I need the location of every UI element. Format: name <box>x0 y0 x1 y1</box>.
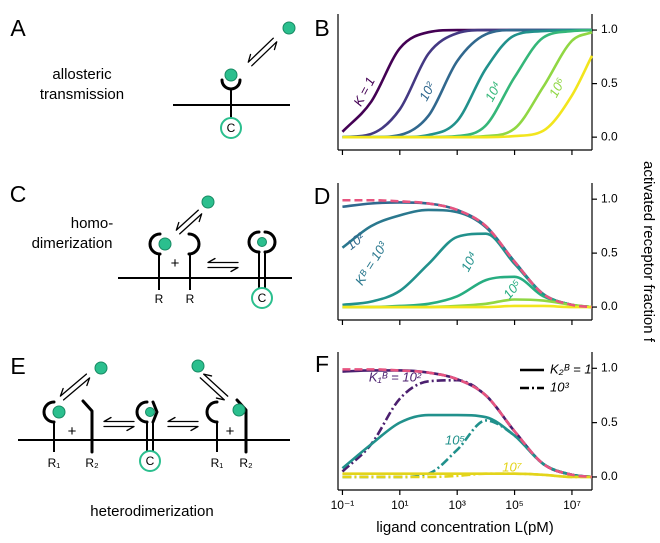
complex-symbol: C <box>258 291 267 305</box>
curve <box>342 368 593 479</box>
receptor-label: R₁ <box>48 456 61 470</box>
caption: heterodimerization <box>90 503 213 520</box>
panel-label: E <box>10 353 25 379</box>
plus: + <box>171 255 180 272</box>
panel-label: C <box>10 181 27 207</box>
equilibrium-arrow <box>207 257 239 264</box>
receptor-label: R₂ <box>85 456 99 470</box>
complex-marker <box>251 287 273 309</box>
receptor <box>235 398 248 454</box>
equilibrium-arrow <box>103 425 135 432</box>
panel-label: D <box>314 183 331 209</box>
equilibrium-arrow <box>59 373 88 397</box>
ligand <box>282 21 296 35</box>
equilibrium-arrow <box>199 377 225 401</box>
ligand <box>145 407 155 417</box>
panel-label: B <box>314 15 329 41</box>
curve-label: K = 1 <box>350 74 378 108</box>
receptor <box>205 400 219 424</box>
curve <box>342 304 592 309</box>
y-tick-label: 1.0 <box>601 191 618 205</box>
caption: dimerization <box>32 235 113 252</box>
receptor <box>187 232 201 256</box>
y-tick-label: 0.0 <box>601 469 618 483</box>
curve <box>342 472 592 479</box>
x-tick-label: 10³ <box>449 498 466 512</box>
receptor-label: R <box>186 292 195 306</box>
receptor <box>42 400 56 424</box>
equilibrium-arrow <box>175 209 199 231</box>
equilibrium-arrow <box>167 425 199 432</box>
receptor <box>81 399 94 454</box>
panel-label: F <box>315 351 329 377</box>
curve <box>342 198 593 309</box>
curve <box>341 413 593 479</box>
equilibrium-arrow <box>62 377 91 401</box>
legend-label: K₂ᴮ = 1 <box>550 361 592 376</box>
y-axis-label: activated receptor fraction f <box>640 161 657 343</box>
x-tick-label: 10⁻¹ <box>331 498 355 512</box>
x-tick-label: 10⁷ <box>563 498 581 512</box>
panel-label: A <box>10 15 26 41</box>
caption: allosteric <box>52 66 112 83</box>
equilibrium-arrow <box>251 41 278 67</box>
ligand <box>224 68 238 82</box>
curve-label: 10² <box>343 229 368 253</box>
receptor <box>263 230 277 254</box>
y-tick-label: 0.5 <box>601 415 618 429</box>
equilibrium-arrow <box>203 373 229 397</box>
y-tick-label: 0.0 <box>601 299 618 313</box>
y-tick-label: 0.5 <box>601 76 618 90</box>
ligand <box>94 361 108 375</box>
y-tick-label: 0.5 <box>601 245 618 259</box>
receptor <box>247 230 261 254</box>
receptor-label: R <box>155 292 164 306</box>
ligand <box>232 403 246 417</box>
caption: transmission <box>40 86 124 103</box>
x-axis-label: ligand concentration L(pM) <box>376 519 554 536</box>
ligand <box>257 237 267 247</box>
curve-label: 10⁷ <box>502 459 522 474</box>
ligand <box>52 405 66 419</box>
y-tick-label: 1.0 <box>601 360 618 374</box>
receptor-label: R₂ <box>239 456 253 470</box>
complex-symbol: C <box>146 454 155 468</box>
receptor-label: R₁ <box>211 456 224 470</box>
ligand <box>191 359 205 373</box>
curve-label: 10⁵ <box>445 432 465 447</box>
legend-label: 10³ <box>550 379 569 394</box>
caption: homo- <box>71 215 114 232</box>
complex-marker <box>139 450 161 472</box>
receptor <box>151 400 159 424</box>
curve-label: K₁ᴮ = 10² <box>369 369 422 384</box>
plus: + <box>68 423 77 440</box>
y-tick-label: 0.0 <box>601 129 618 143</box>
equilibrium-arrow <box>207 266 239 273</box>
plus: + <box>226 423 235 440</box>
x-tick-label: 10⁵ <box>505 498 523 512</box>
curve <box>341 378 593 479</box>
equilibrium-arrow <box>179 213 203 235</box>
complex-marker <box>220 117 242 139</box>
ligand <box>201 195 215 209</box>
equilibrium-arrow <box>167 416 199 423</box>
receptor <box>148 232 162 256</box>
curve <box>342 55 594 139</box>
complex-symbol: C <box>227 121 236 135</box>
equilibrium-arrow <box>103 416 135 423</box>
x-tick-label: 10¹ <box>391 498 408 512</box>
curve-label: 10² <box>416 79 438 103</box>
equilibrium-arrow <box>247 37 274 63</box>
y-tick-label: 1.0 <box>601 22 618 36</box>
curve-label: 10⁴ <box>458 249 481 274</box>
ligand <box>158 237 172 251</box>
receptor <box>135 400 149 424</box>
